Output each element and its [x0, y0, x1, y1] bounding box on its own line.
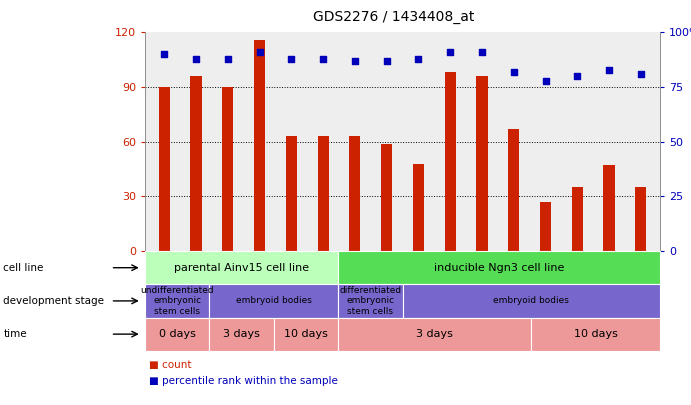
Text: 10 days: 10 days — [284, 329, 328, 339]
Bar — [476, 76, 488, 251]
Point — [508, 68, 519, 75]
Point — [159, 51, 170, 58]
Bar — [603, 165, 614, 251]
Point — [381, 58, 392, 64]
Text: inducible Ngn3 cell line: inducible Ngn3 cell line — [434, 263, 565, 273]
Point — [571, 73, 583, 79]
Text: differentiated
embryonic
stem cells: differentiated embryonic stem cells — [339, 286, 401, 316]
Text: ■ percentile rank within the sample: ■ percentile rank within the sample — [149, 376, 337, 386]
Point — [254, 49, 265, 55]
Text: parental Ainv15 cell line: parental Ainv15 cell line — [174, 263, 309, 273]
Point — [603, 66, 614, 73]
Text: GDS2276 / 1434408_at: GDS2276 / 1434408_at — [313, 10, 475, 24]
Point — [191, 55, 202, 62]
Bar — [571, 187, 583, 251]
Text: embryoid bodies: embryoid bodies — [236, 296, 312, 305]
Point — [350, 58, 361, 64]
Bar — [349, 136, 361, 251]
Point — [540, 77, 551, 84]
Bar — [223, 87, 234, 251]
Point — [476, 49, 487, 55]
Text: 3 days: 3 days — [223, 329, 260, 339]
Point — [318, 55, 329, 62]
Text: time: time — [3, 329, 27, 339]
Bar — [285, 136, 297, 251]
Bar — [191, 76, 202, 251]
Bar — [254, 40, 265, 251]
Bar — [159, 87, 170, 251]
Text: 3 days: 3 days — [416, 329, 453, 339]
Point — [413, 55, 424, 62]
Text: development stage: development stage — [3, 296, 104, 306]
Bar — [444, 72, 456, 251]
Text: 0 days: 0 days — [159, 329, 196, 339]
Text: undifferentiated
embryonic
stem cells: undifferentiated embryonic stem cells — [140, 286, 214, 316]
Text: cell line: cell line — [3, 263, 44, 273]
Bar — [540, 202, 551, 251]
Text: embryoid bodies: embryoid bodies — [493, 296, 569, 305]
Text: 10 days: 10 days — [574, 329, 618, 339]
Point — [444, 49, 455, 55]
Point — [286, 55, 297, 62]
Bar — [635, 187, 646, 251]
Bar — [413, 164, 424, 251]
Bar — [508, 129, 520, 251]
Bar — [381, 144, 392, 251]
Text: ■ count: ■ count — [149, 360, 191, 370]
Bar — [317, 136, 329, 251]
Point — [223, 55, 234, 62]
Point — [635, 71, 646, 77]
